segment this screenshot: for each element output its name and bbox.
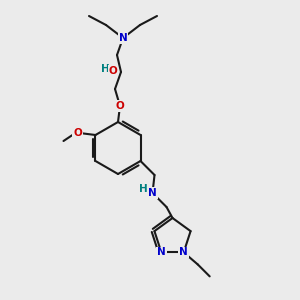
Text: O: O [109, 66, 117, 76]
Text: H: H [139, 184, 148, 194]
Text: N: N [148, 188, 157, 198]
Text: N: N [118, 33, 127, 43]
Text: H: H [100, 64, 109, 74]
Text: N: N [157, 248, 166, 257]
Text: O: O [116, 101, 124, 111]
Text: N: N [179, 248, 188, 257]
Text: O: O [73, 128, 82, 138]
